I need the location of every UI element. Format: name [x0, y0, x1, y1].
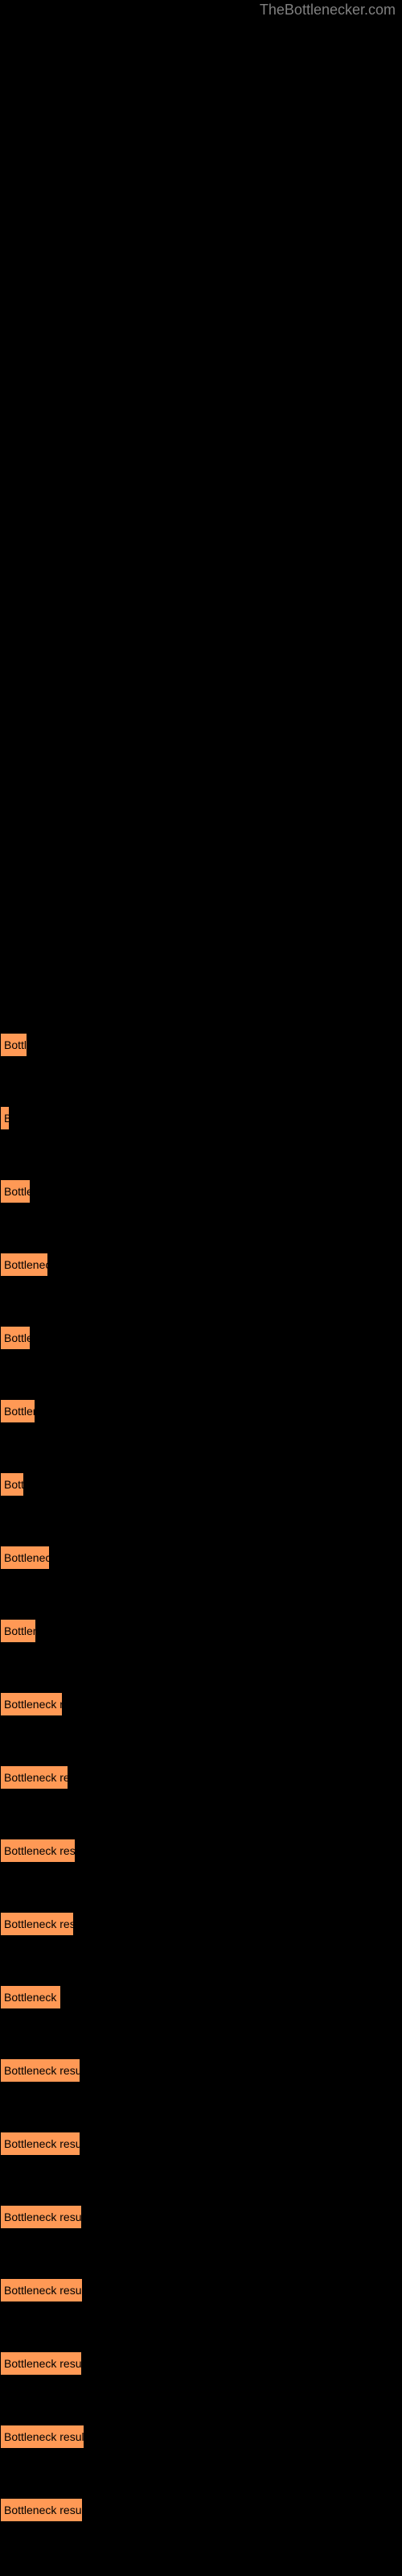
top-spacer — [0, 0, 402, 1022]
bar-row: A Bottleneck result — [0, 2268, 402, 2302]
bar-row: A Bottlenec — [0, 1242, 402, 1277]
bar: Bottleneck re — [0, 1985, 61, 2009]
bar-top-label: A — [0, 2414, 402, 2423]
bar-label: Bottlenec — [4, 1258, 48, 1271]
bar-top-label: A — [0, 1682, 402, 1690]
bar: Bottleneck — [0, 1546, 50, 1570]
bar-top-label: A — [0, 2048, 402, 2057]
bar-label: Bottleneck result — [4, 1918, 74, 1930]
bar-top-label: A — [0, 2121, 402, 2130]
bar-row: AB — [0, 1096, 402, 1130]
watermark: TheBottlenecker.com — [260, 2, 396, 19]
bar-row: A Bottlene — [0, 1389, 402, 1423]
bar-row: A Bottlen — [0, 1608, 402, 1643]
bar-row: A Bottle — [0, 1315, 402, 1350]
bar-row: A Bottleneck result — [0, 2414, 402, 2449]
bar-row: A Bottl — [0, 1022, 402, 1057]
bar: B — [0, 1106, 10, 1130]
bar-label: Bottleneck result — [4, 2504, 83, 2516]
bar-row: A Bottleneck result — [0, 2121, 402, 2156]
bar-row: A Bottleneck result — [0, 2194, 402, 2229]
bar-label: Bottleneck result — [4, 2064, 80, 2077]
bar-row: A Bottler — [0, 1169, 402, 1203]
bar: Bottl — [0, 1033, 27, 1057]
bar: Bottleneck resu — [0, 1765, 68, 1790]
bar-top-label: A — [0, 2268, 402, 2277]
bar-label: Bottleneck result — [4, 2211, 82, 2223]
bar-label: Bottleneck result — [4, 2284, 83, 2297]
bar-label: Bottleneck result — [4, 1844, 76, 1857]
bar-label: Bottleneck res — [4, 1698, 63, 1711]
bar-top-label: A — [0, 1755, 402, 1764]
bottleneck-chart: ABottlABABottlerABottlenecABottleABottle… — [0, 1022, 402, 2522]
bar-top-label: A — [0, 2341, 402, 2350]
bar: Bottleneck result — [0, 1912, 74, 1936]
bar-label: Bottleneck result — [4, 2430, 84, 2443]
bar-label: Bottleneck resu — [4, 1771, 68, 1784]
bar-label: Bottl — [4, 1038, 27, 1051]
bar: Bottlenec — [0, 1253, 48, 1277]
bar-top-label: A — [0, 1315, 402, 1324]
bar-top-label: A — [0, 2194, 402, 2203]
bar-top-label: A — [0, 1462, 402, 1471]
bar-top-label: A — [0, 1828, 402, 1837]
bar-top-label: A — [0, 1096, 402, 1104]
bar-top-label: A — [0, 1608, 402, 1617]
bar: Bott — [0, 1472, 24, 1496]
bar: Bottleneck result — [0, 2132, 80, 2156]
bar-label: Bottleneck result — [4, 2357, 82, 2370]
bar-top-label: A — [0, 1535, 402, 1544]
bar-label: Bottleneck result — [4, 2137, 80, 2150]
bar: Bottlen — [0, 1619, 36, 1643]
bar-top-label: A — [0, 1389, 402, 1397]
bar-top-label: A — [0, 1975, 402, 1984]
bar-row: A Bottleneck re — [0, 1975, 402, 2009]
bar-row: A Bottleneck result — [0, 2341, 402, 2376]
bar-label: Bottleneck re — [4, 1991, 61, 2004]
bar: Bottleneck res — [0, 1692, 63, 1716]
bar-row: A Bottleneck result — [0, 1828, 402, 1863]
bar-row: A Bottleneck resu — [0, 1755, 402, 1790]
bar: Bottleneck result — [0, 2425, 84, 2449]
bar-label: Bottle — [4, 1331, 31, 1344]
bar: Bottleneck result — [0, 2058, 80, 2083]
bar-top-label: A — [0, 1022, 402, 1031]
bar: Bottler — [0, 1179, 31, 1203]
bar-label: Bott — [4, 1478, 24, 1491]
bar-top-label: A — [0, 2487, 402, 2496]
bar-top-label: A — [0, 1901, 402, 1910]
bar-top-label: A — [0, 1169, 402, 1178]
bar-label: Bottler — [4, 1185, 31, 1198]
bar: Bottle — [0, 1326, 31, 1350]
bar-row: A Bottleneck result — [0, 2487, 402, 2522]
bar-row: A Bottleneck result — [0, 2048, 402, 2083]
bar: Bottleneck result — [0, 2278, 83, 2302]
bar-row: A Bottleneck res — [0, 1682, 402, 1716]
bar-label: Bottlene — [4, 1405, 35, 1418]
bar: Bottleneck result — [0, 2351, 82, 2376]
bar: Bottlene — [0, 1399, 35, 1423]
bar-row: A Bott — [0, 1462, 402, 1496]
bar-row: A Bottleneck result — [0, 1901, 402, 1936]
bar-label: Bottlen — [4, 1624, 36, 1637]
bar-top-label: A — [0, 1242, 402, 1251]
bar: Bottleneck result — [0, 1839, 76, 1863]
bar: Bottleneck result — [0, 2205, 82, 2229]
bar-row: A Bottleneck — [0, 1535, 402, 1570]
bar-label: B — [4, 1112, 10, 1125]
bar: Bottleneck result — [0, 2498, 83, 2522]
bar-label: Bottleneck — [4, 1551, 50, 1564]
